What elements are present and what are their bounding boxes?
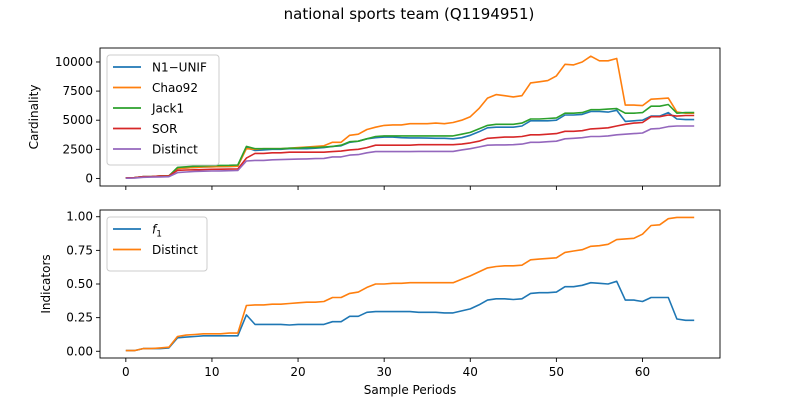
plot-frame	[99, 47, 721, 187]
y-tick-label: 0.50	[66, 277, 93, 291]
chart-panel-2: 0 10 20 30 40 50 60 0.00 0.25 0.50 0.75 1.00 Indicat…	[39, 209, 721, 397]
x-tick-label: 30	[377, 365, 392, 379]
x-tick-label: 0	[122, 365, 130, 379]
legend-label: N1−UNIF	[152, 61, 207, 75]
legend: N1−UNIF Chao92 Jack1 SOR Distinct	[106, 54, 220, 166]
x-tick-label: 20	[290, 365, 305, 379]
y-tick-label: 10000	[55, 55, 93, 69]
series-line-1-3	[125, 103, 695, 179]
y-tick-label: 0	[85, 171, 93, 185]
legend-label: f1	[152, 223, 162, 240]
series-line-1-4	[125, 114, 695, 179]
y-tick-label: 0.00	[66, 344, 93, 358]
y-tick-label: 0.25	[66, 311, 93, 325]
legend-box	[106, 54, 220, 166]
series-line-2-1	[125, 280, 695, 352]
legend-label: Jack1	[151, 102, 184, 116]
y-tick-label: 0.75	[66, 243, 93, 257]
x-tick-label: 10	[204, 365, 219, 379]
figure-title: national sports team (Q1194951)	[284, 5, 535, 23]
legend-label: Distinct	[152, 143, 198, 157]
y-tick-label: 1.00	[66, 210, 93, 224]
x-tick-label: 50	[549, 365, 564, 379]
legend: f1 Distinct	[106, 216, 208, 272]
series-line-2-2	[125, 216, 695, 352]
y-tick-label: 5000	[62, 113, 93, 127]
y-tick-label: 2500	[62, 142, 93, 156]
chart-panel-1: 0 2500 5000 7500 10000 Cardinality N1−UNIF Chao…	[27, 47, 721, 190]
panels: 0 2500 5000 7500 10000 Cardinality N1−UNIF Chao…	[27, 47, 721, 397]
x-tick-label: 60	[635, 365, 650, 379]
x-tick-label: 40	[463, 365, 478, 379]
y-axis-label: Cardinality	[27, 85, 41, 150]
x-axis-label: Sample Periods	[364, 383, 456, 397]
series-line-1-2	[125, 55, 695, 179]
y-axis-label: Indicators	[39, 254, 53, 313]
legend-label: SOR	[152, 122, 177, 136]
legend-box	[106, 216, 208, 272]
series-line-1-5	[125, 125, 695, 179]
legend-label: Distinct	[152, 243, 198, 257]
legend-label: Chao92	[152, 81, 198, 95]
y-tick-label: 7500	[62, 84, 93, 98]
